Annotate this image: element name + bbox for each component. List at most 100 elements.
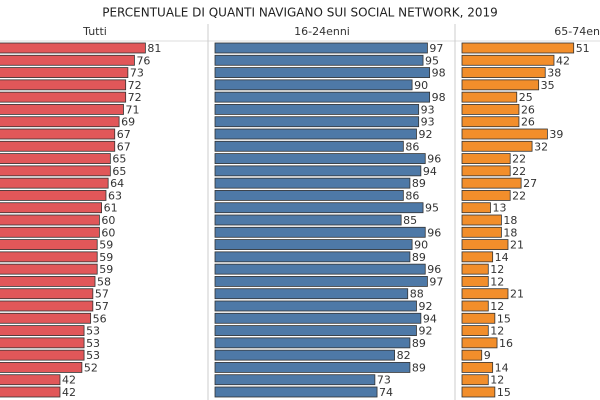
bar <box>214 374 376 386</box>
bar <box>461 239 509 250</box>
value-label: 94 <box>423 165 437 178</box>
bar <box>461 140 533 152</box>
bar <box>0 54 135 66</box>
bar <box>0 337 85 349</box>
bar <box>461 362 494 373</box>
value-label: 42 <box>62 374 76 387</box>
value-label: 52 <box>84 361 98 374</box>
value-label: 97 <box>429 42 443 55</box>
value-label: 26 <box>521 116 535 129</box>
value-label: 21 <box>510 239 524 252</box>
value-label: 71 <box>125 103 139 116</box>
bar <box>461 42 575 54</box>
bar <box>461 263 489 275</box>
bar <box>214 91 431 103</box>
value-label: 96 <box>427 263 441 276</box>
value-label: 90 <box>414 239 428 252</box>
bar <box>0 251 98 263</box>
bar <box>461 300 489 312</box>
bar <box>214 140 404 152</box>
value-label: 65 <box>112 165 126 178</box>
value-label: 39 <box>549 128 563 141</box>
value-label: 97 <box>429 275 443 288</box>
value-label: 53 <box>86 337 100 350</box>
value-label: 42 <box>62 386 76 399</box>
bar <box>214 67 431 78</box>
value-label: 15 <box>497 386 511 399</box>
value-label: 73 <box>377 374 391 387</box>
bar <box>0 374 61 386</box>
bar <box>0 239 98 250</box>
value-label: 51 <box>576 42 590 55</box>
value-label: 25 <box>519 91 533 104</box>
bar <box>0 362 83 373</box>
value-label: 22 <box>512 153 526 166</box>
value-label: 94 <box>423 312 437 325</box>
value-label: 72 <box>128 79 142 92</box>
value-label: 72 <box>128 91 142 104</box>
value-label: 92 <box>418 300 432 313</box>
value-label: 60 <box>101 214 115 227</box>
value-label: 67 <box>117 140 131 153</box>
value-label: 9 <box>484 349 491 362</box>
value-label: 59 <box>99 239 113 252</box>
value-label: 98 <box>432 67 446 80</box>
bar <box>0 177 109 189</box>
value-label: 86 <box>405 189 419 202</box>
bar <box>461 251 494 263</box>
bar <box>214 177 411 189</box>
value-label: 96 <box>427 153 441 166</box>
value-label: 76 <box>136 54 150 67</box>
bar <box>0 300 94 312</box>
value-label: 67 <box>117 128 131 141</box>
bar <box>461 325 489 336</box>
value-label: 60 <box>101 226 115 239</box>
bar <box>0 79 127 91</box>
bar <box>0 91 127 103</box>
bar <box>214 202 424 214</box>
bar <box>0 116 120 128</box>
bar <box>461 312 496 324</box>
bar <box>214 226 426 238</box>
value-label: 18 <box>503 226 517 239</box>
value-label: 22 <box>512 189 526 202</box>
value-label: 89 <box>412 337 426 350</box>
value-label: 12 <box>490 300 504 313</box>
value-label: 98 <box>432 91 446 104</box>
value-label: 92 <box>418 128 432 141</box>
bar <box>461 116 520 128</box>
bar <box>461 177 522 189</box>
value-label: 12 <box>490 275 504 288</box>
value-label: 59 <box>99 251 113 264</box>
value-label: 12 <box>490 263 504 276</box>
value-label: 12 <box>490 325 504 338</box>
value-label: 56 <box>93 312 107 325</box>
value-label: 35 <box>541 79 555 92</box>
value-label: 82 <box>397 349 411 362</box>
value-label: 61 <box>104 202 118 215</box>
value-label: 42 <box>556 54 570 67</box>
value-label: 57 <box>95 300 109 313</box>
bar <box>461 276 489 287</box>
bar <box>0 153 111 164</box>
bar <box>0 140 116 152</box>
value-label: 92 <box>418 325 432 338</box>
value-label: 53 <box>86 325 100 338</box>
value-label: 89 <box>412 251 426 264</box>
value-label: 14 <box>495 251 509 264</box>
bar <box>0 386 61 398</box>
bar <box>461 104 520 115</box>
bar <box>214 288 409 300</box>
bar <box>0 202 102 214</box>
value-label: 32 <box>534 140 548 153</box>
bar <box>214 263 426 275</box>
value-label: 89 <box>412 177 426 190</box>
bar <box>214 214 402 226</box>
value-label: 53 <box>86 349 100 362</box>
bar <box>214 153 426 164</box>
value-label: 95 <box>425 202 439 215</box>
value-label: 95 <box>425 54 439 67</box>
bar <box>0 128 116 140</box>
bar <box>0 312 92 324</box>
